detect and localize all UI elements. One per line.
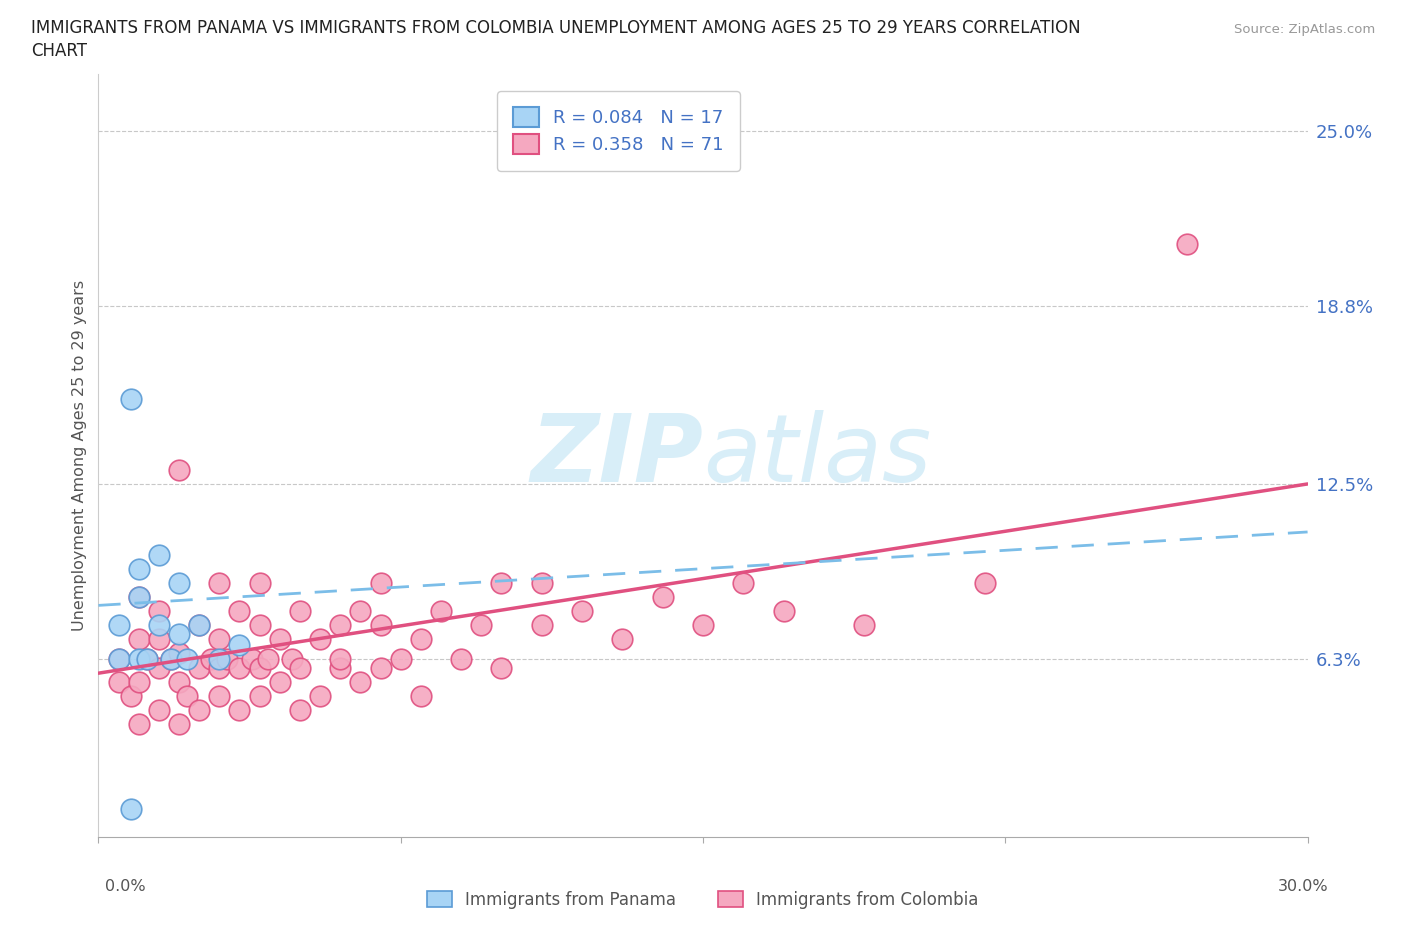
Point: [208, 576, 231, 591]
Point: [148, 702, 170, 717]
Point: [370, 576, 392, 591]
Point: [228, 637, 250, 652]
Point: [217, 652, 239, 667]
Text: CHART: CHART: [31, 42, 87, 60]
Point: [200, 652, 222, 667]
Point: [329, 618, 352, 632]
Point: [651, 590, 673, 604]
Point: [430, 604, 453, 618]
Text: IMMIGRANTS FROM PANAMA VS IMMIGRANTS FROM COLOMBIA UNEMPLOYMENT AMONG AGES 25 TO: IMMIGRANTS FROM PANAMA VS IMMIGRANTS FRO…: [31, 19, 1081, 36]
Point: [269, 631, 291, 646]
Point: [128, 652, 150, 667]
Point: [288, 604, 311, 618]
Text: ZIP: ZIP: [530, 410, 703, 501]
Point: [188, 618, 211, 632]
Point: [491, 660, 513, 675]
Point: [491, 576, 513, 591]
Point: [228, 702, 250, 717]
Point: [530, 576, 553, 591]
Point: [772, 604, 794, 618]
Legend: R = 0.084   N = 17, R = 0.358   N = 71: R = 0.084 N = 17, R = 0.358 N = 71: [496, 91, 740, 170]
Text: 30.0%: 30.0%: [1278, 879, 1329, 894]
Point: [409, 631, 432, 646]
Point: [249, 660, 271, 675]
Point: [128, 717, 150, 732]
Point: [228, 604, 250, 618]
Point: [120, 392, 142, 406]
Point: [309, 688, 332, 703]
Point: [974, 576, 997, 591]
Point: [309, 631, 332, 646]
Legend: Immigrants from Panama, Immigrants from Colombia: Immigrants from Panama, Immigrants from …: [419, 883, 987, 917]
Point: [167, 646, 190, 661]
Point: [249, 618, 271, 632]
Point: [120, 688, 142, 703]
Point: [128, 590, 150, 604]
Point: [128, 561, 150, 576]
Point: [349, 604, 371, 618]
Point: [208, 660, 231, 675]
Text: atlas: atlas: [703, 410, 931, 501]
Point: [450, 652, 472, 667]
Point: [148, 604, 170, 618]
Point: [176, 652, 198, 667]
Point: [167, 717, 190, 732]
Point: [107, 652, 129, 667]
Point: [135, 652, 157, 667]
Point: [349, 674, 371, 689]
Point: [256, 652, 278, 667]
Point: [208, 688, 231, 703]
Point: [208, 631, 231, 646]
Point: [733, 576, 755, 591]
Point: [853, 618, 876, 632]
Point: [530, 618, 553, 632]
Point: [148, 631, 170, 646]
Point: [329, 652, 352, 667]
Point: [128, 590, 150, 604]
Point: [692, 618, 714, 632]
Point: [148, 660, 170, 675]
Point: [128, 674, 150, 689]
Point: [409, 688, 432, 703]
Point: [167, 462, 190, 477]
Point: [188, 618, 211, 632]
Point: [1175, 236, 1198, 251]
Point: [167, 626, 190, 641]
Point: [107, 674, 129, 689]
Point: [281, 652, 304, 667]
Point: [188, 660, 211, 675]
Point: [228, 660, 250, 675]
Point: [135, 652, 157, 667]
Point: [370, 618, 392, 632]
Point: [167, 576, 190, 591]
Point: [148, 547, 170, 562]
Point: [389, 652, 412, 667]
Point: [188, 702, 211, 717]
Point: [269, 674, 291, 689]
Point: [370, 660, 392, 675]
Point: [107, 618, 129, 632]
Point: [249, 576, 271, 591]
Text: 0.0%: 0.0%: [105, 879, 146, 894]
Y-axis label: Unemployment Among Ages 25 to 29 years: Unemployment Among Ages 25 to 29 years: [72, 280, 87, 631]
Point: [208, 652, 231, 667]
Point: [288, 702, 311, 717]
Point: [160, 652, 183, 667]
Point: [107, 652, 129, 667]
Point: [240, 652, 263, 667]
Point: [128, 631, 150, 646]
Point: [571, 604, 593, 618]
Text: Source: ZipAtlas.com: Source: ZipAtlas.com: [1234, 23, 1375, 36]
Point: [120, 802, 142, 817]
Point: [612, 631, 634, 646]
Point: [160, 652, 183, 667]
Point: [249, 688, 271, 703]
Point: [167, 674, 190, 689]
Point: [148, 618, 170, 632]
Point: [329, 660, 352, 675]
Point: [470, 618, 492, 632]
Point: [288, 660, 311, 675]
Point: [176, 688, 198, 703]
